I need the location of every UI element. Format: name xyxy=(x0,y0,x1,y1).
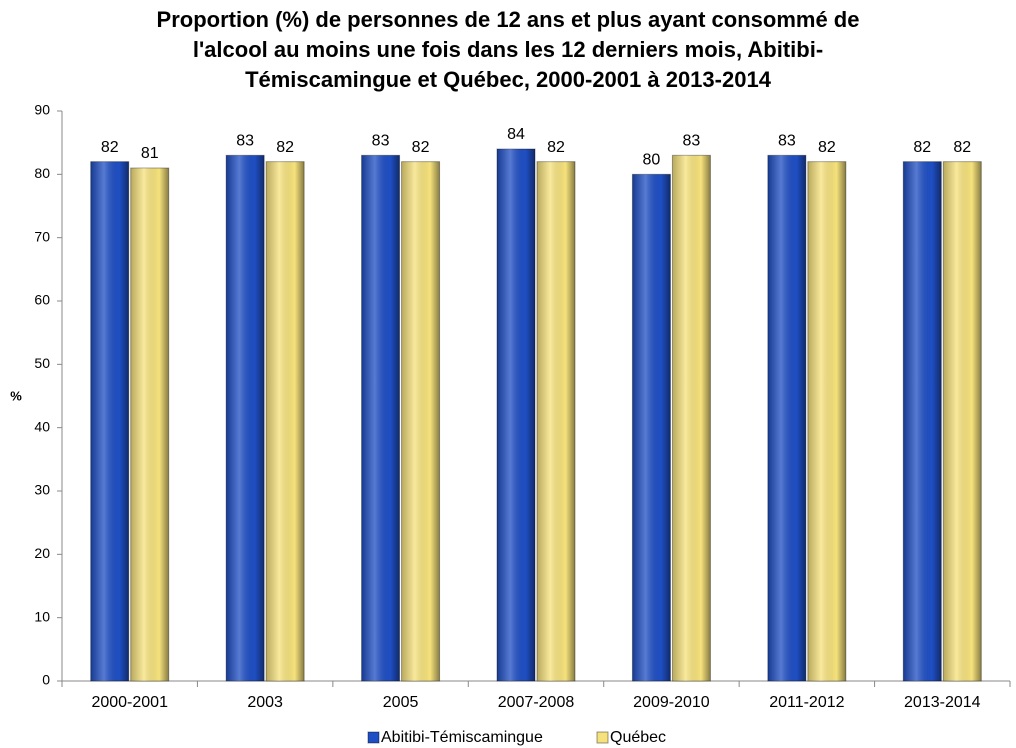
data-label: 82 xyxy=(101,139,119,156)
data-label: 82 xyxy=(276,139,294,156)
bar xyxy=(496,148,536,682)
x-tick-label: 2011-2012 xyxy=(769,694,844,711)
data-label: 82 xyxy=(953,139,971,156)
bar xyxy=(631,173,671,682)
bar xyxy=(767,154,807,682)
bar xyxy=(130,167,170,682)
data-label: 82 xyxy=(818,139,836,156)
chart-title: Témiscamingue et Québec, 2000-2001 à 201… xyxy=(245,67,772,92)
y-tick-label: 90 xyxy=(34,102,50,118)
y-tick-label: 0 xyxy=(42,672,50,688)
y-tick-label: 60 xyxy=(34,292,50,308)
y-tick-label: 80 xyxy=(34,165,50,181)
x-tick-label: 2009-2010 xyxy=(633,694,710,711)
y-axis-label: % xyxy=(10,388,22,403)
x-tick-label: 2005 xyxy=(383,694,419,711)
data-label: 82 xyxy=(412,139,430,156)
data-label: 83 xyxy=(372,133,390,150)
data-label: 83 xyxy=(683,133,701,150)
data-label: 83 xyxy=(236,133,254,150)
bar xyxy=(401,161,441,682)
bar xyxy=(671,154,711,682)
legend-swatch xyxy=(367,731,380,744)
y-tick-label: 40 xyxy=(34,418,50,434)
x-tick-label: 2013-2014 xyxy=(904,694,981,711)
data-label: 84 xyxy=(507,126,525,143)
legend-label: Abitibi-Témiscamingue xyxy=(381,729,543,746)
bar xyxy=(361,154,401,682)
y-tick-label: 20 xyxy=(34,545,50,561)
y-tick-label: 50 xyxy=(34,355,50,371)
data-label: 82 xyxy=(547,139,565,156)
data-label: 82 xyxy=(913,139,931,156)
data-label: 80 xyxy=(643,152,661,169)
y-tick-label: 30 xyxy=(34,482,50,498)
bar xyxy=(90,161,130,682)
x-tick-label: 2003 xyxy=(247,694,283,711)
bar xyxy=(536,161,576,682)
x-tick-label: 2007-2008 xyxy=(498,694,575,711)
bar xyxy=(942,161,982,682)
bar xyxy=(265,161,305,682)
y-tick-label: 10 xyxy=(34,608,50,624)
chart-title: l'alcool au moins une fois dans les 12 d… xyxy=(193,37,823,62)
x-tick-label: 2000-2001 xyxy=(91,694,168,711)
data-label: 83 xyxy=(778,133,796,150)
bar xyxy=(807,161,847,682)
y-tick-label: 70 xyxy=(34,228,50,244)
bar xyxy=(225,154,265,682)
legend-label: Québec xyxy=(610,729,666,746)
chart-title: Proportion (%) de personnes de 12 ans et… xyxy=(157,7,860,32)
bar xyxy=(902,161,942,682)
data-label: 81 xyxy=(141,145,159,162)
legend-swatch xyxy=(596,731,609,744)
